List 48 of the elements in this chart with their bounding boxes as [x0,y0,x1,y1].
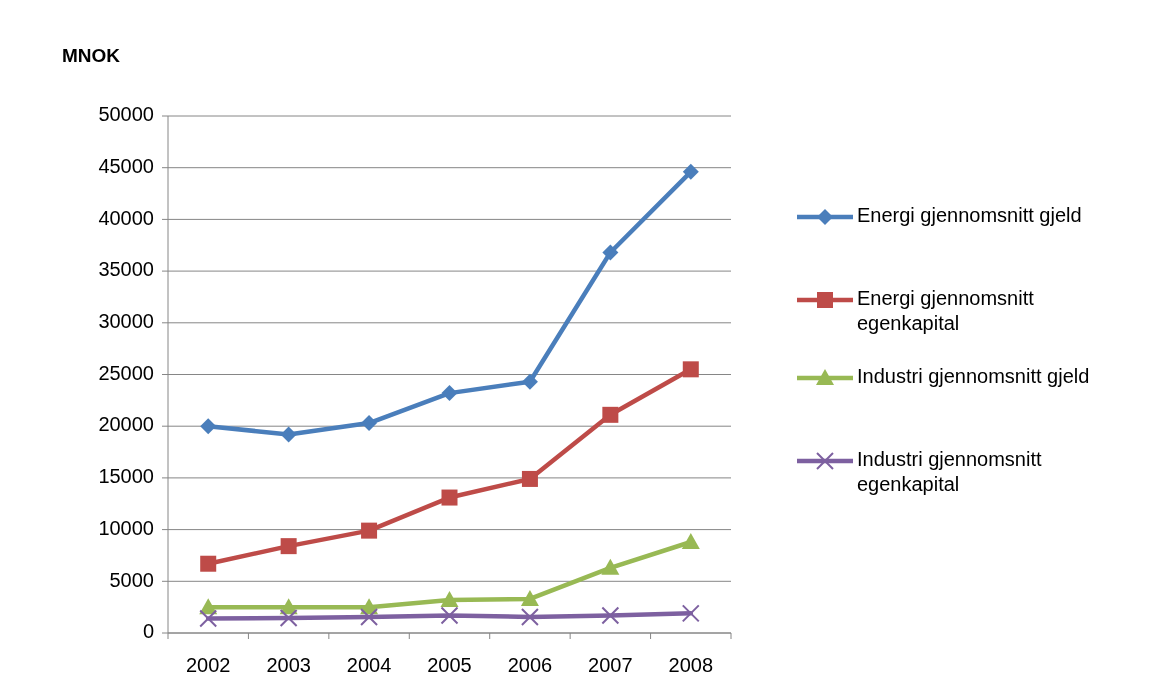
point [521,373,538,390]
point [681,604,700,623]
point [520,607,539,626]
point [682,163,699,180]
y-tick-label: 5000 [109,568,154,591]
x-tick-label: 2005 [427,654,472,677]
point [440,590,459,607]
point [361,522,378,539]
y-tick-label: 30000 [98,310,154,333]
point [681,533,700,550]
point [280,426,297,443]
point [521,470,538,487]
point [361,415,378,432]
y-tick-label: 15000 [98,465,154,488]
x-tick-label: 2006 [507,654,553,677]
point [280,538,297,555]
point [279,609,298,628]
y-tick-label: 25000 [98,361,154,384]
y-axis-title: MNOK [62,45,121,67]
x-tick-label: 2003 [266,654,311,677]
x-tick-label: 2008 [668,654,714,677]
legend-label: Industri gjennomsnitt egenkapital [857,448,1042,496]
point [520,589,539,606]
point [682,361,699,378]
y-tick-label: 50000 [98,103,154,126]
y-tick-label: 45000 [98,154,154,177]
point [200,418,217,435]
point [440,606,459,625]
legend-label: Energi gjennomsnitt gjeld [857,204,1082,227]
x-tick-label: 2004 [346,654,392,677]
y-tick-label: 0 [142,620,154,643]
point [602,406,619,423]
x-tick-label: 2002 [185,654,231,677]
x-tick-label: 2007 [588,654,633,677]
point [602,244,619,261]
y-tick-label: 35000 [98,258,154,281]
legend-label: Energi gjennomsnitt egenkapital [857,287,1035,335]
legend-label: Industri gjennomsnitt gjeld [857,365,1090,388]
point [601,606,620,625]
point [441,489,458,506]
point [199,609,218,628]
y-tick-label: 20000 [98,413,154,436]
point [601,558,620,575]
y-tick-label: 10000 [98,516,154,539]
y-tick-label: 40000 [98,206,154,229]
point [360,607,379,626]
point [441,385,458,402]
point [200,555,217,572]
